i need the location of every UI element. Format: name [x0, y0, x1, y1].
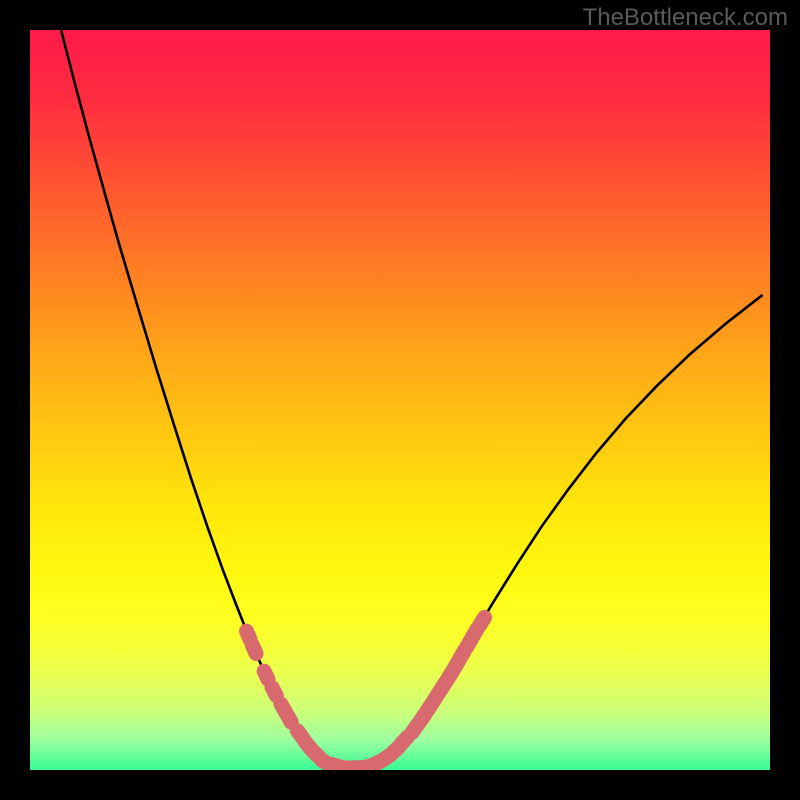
watermark-text: TheBottleneck.com — [583, 4, 788, 32]
bottleneck-chart — [0, 0, 800, 800]
plot-background — [30, 30, 770, 770]
